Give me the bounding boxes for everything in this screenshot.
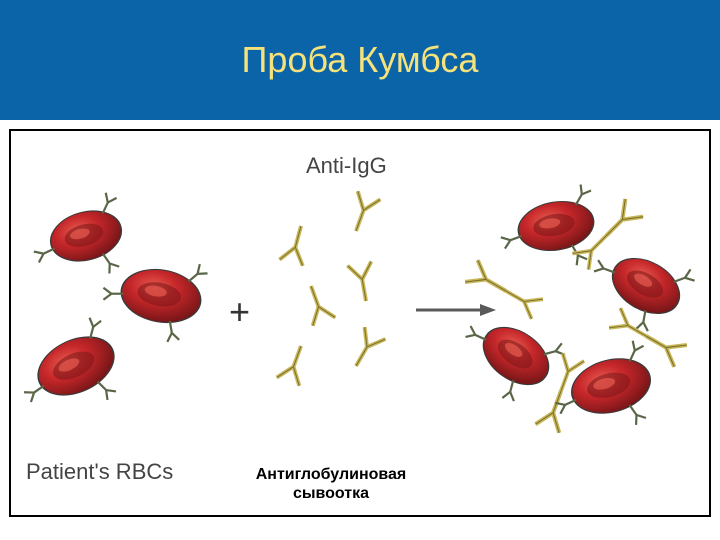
diagram-area: Anti-IgG Patient's RBCs Антиглобулиновая… xyxy=(9,129,711,517)
slide-title: Проба Кумбса xyxy=(242,39,479,81)
agglutinated-group xyxy=(447,183,698,444)
slide-header: Проба Кумбса xyxy=(0,0,720,120)
diagram-svg xyxy=(11,131,713,519)
sensitized-rbc-group xyxy=(11,190,209,430)
anti-igg-group xyxy=(277,191,386,386)
